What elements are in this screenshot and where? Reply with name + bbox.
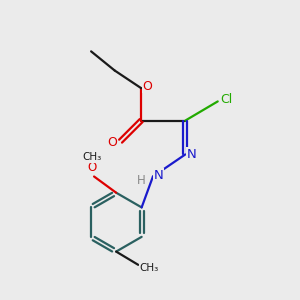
- Text: Cl: Cl: [220, 93, 232, 106]
- Text: O: O: [107, 136, 117, 149]
- Text: H: H: [137, 173, 146, 187]
- Text: N: N: [153, 169, 163, 182]
- Text: CH₃: CH₃: [82, 152, 101, 162]
- Text: CH₃: CH₃: [140, 263, 159, 273]
- Text: N: N: [187, 148, 197, 161]
- Text: O: O: [87, 161, 96, 174]
- Text: O: O: [143, 80, 153, 93]
